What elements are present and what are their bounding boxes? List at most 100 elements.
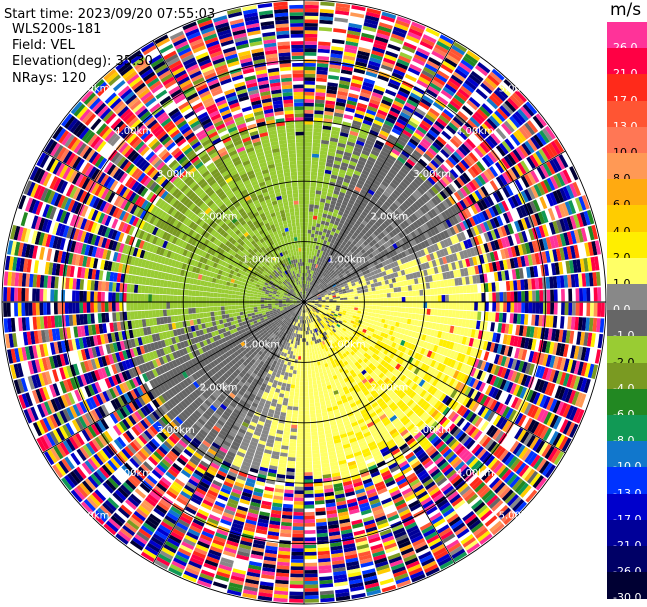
velocity-gate bbox=[383, 57, 396, 65]
velocity-gate bbox=[304, 12, 319, 17]
velocity-gate bbox=[560, 289, 565, 302]
velocity-gate bbox=[306, 254, 309, 259]
velocity-gate bbox=[360, 126, 370, 133]
velocity-gate bbox=[373, 192, 381, 200]
velocity-gate bbox=[289, 365, 294, 370]
velocity-gate bbox=[356, 207, 363, 214]
velocity-gate bbox=[389, 315, 394, 321]
velocity-gate bbox=[287, 376, 292, 381]
velocity-gate bbox=[361, 32, 375, 40]
velocity-gate bbox=[304, 233, 308, 237]
velocity-gate bbox=[317, 277, 321, 282]
velocity-gate bbox=[324, 103, 335, 109]
velocity-gate bbox=[307, 363, 311, 368]
velocity-gate bbox=[356, 106, 367, 113]
velocity-gate bbox=[377, 25, 392, 33]
velocity-gate bbox=[323, 225, 329, 230]
velocity-gate bbox=[491, 92, 504, 105]
velocity-gate bbox=[304, 287, 306, 292]
velocity-gate bbox=[399, 51, 413, 61]
velocity-gate bbox=[300, 359, 304, 364]
velocity-gate bbox=[329, 303, 333, 305]
velocity-gate bbox=[361, 298, 366, 302]
velocity-gate bbox=[349, 130, 359, 137]
velocity-gate bbox=[292, 351, 296, 356]
velocity-gate bbox=[304, 443, 312, 447]
velocity-gate bbox=[432, 101, 445, 112]
velocity-gate bbox=[327, 188, 334, 194]
velocity-gate bbox=[323, 176, 331, 182]
velocity-gate bbox=[288, 398, 294, 403]
velocity-gate bbox=[314, 496, 325, 502]
velocity-gate bbox=[304, 113, 314, 118]
velocity-gate bbox=[308, 258, 311, 263]
velocity-gate bbox=[568, 288, 573, 302]
velocity-gate bbox=[351, 123, 361, 130]
velocity-gate bbox=[335, 10, 350, 16]
velocity-gate bbox=[304, 501, 315, 505]
velocity-gate bbox=[307, 226, 312, 230]
velocity-gate bbox=[288, 449, 296, 454]
velocity-gate bbox=[503, 291, 507, 302]
velocity-gate bbox=[347, 137, 357, 144]
velocity-gate bbox=[452, 135, 463, 146]
velocity-gate bbox=[304, 450, 312, 455]
velocity-gate bbox=[382, 289, 387, 294]
velocity-gate bbox=[370, 53, 383, 61]
velocity-gate bbox=[304, 472, 313, 476]
velocity-gate bbox=[304, 222, 308, 226]
velocity-gate bbox=[338, 87, 349, 93]
velocity-gate bbox=[423, 66, 436, 76]
velocity-gate bbox=[361, 220, 368, 226]
velocity-gate bbox=[435, 73, 448, 83]
velocity-gate bbox=[298, 352, 302, 357]
velocity-gate bbox=[299, 338, 303, 342]
velocity-gate bbox=[311, 446, 320, 451]
velocity-gate bbox=[363, 116, 374, 123]
velocity-gate bbox=[405, 302, 410, 308]
velocity-gate bbox=[301, 356, 304, 360]
velocity-gate bbox=[466, 50, 481, 62]
velocity-gate bbox=[308, 281, 311, 285]
velocity-gate bbox=[385, 187, 393, 195]
velocity-gate bbox=[358, 304, 362, 308]
velocity-gate bbox=[348, 183, 356, 190]
velocity-gate bbox=[353, 288, 358, 292]
velocity-gate bbox=[287, 464, 296, 469]
velocity-gate bbox=[413, 110, 424, 120]
velocity-gate bbox=[420, 170, 430, 179]
velocity-gate bbox=[368, 305, 373, 310]
velocity-gate bbox=[299, 341, 302, 346]
velocity-gate bbox=[348, 211, 355, 218]
velocity-gate bbox=[304, 291, 306, 295]
velocity-gate bbox=[385, 140, 395, 148]
velocity-gate bbox=[336, 94, 348, 100]
velocity-gate bbox=[318, 253, 323, 258]
velocity-gate bbox=[492, 302, 497, 312]
velocity-gate bbox=[363, 314, 368, 319]
velocity-gate bbox=[373, 179, 381, 187]
velocity-gate bbox=[317, 249, 321, 254]
velocity-gate bbox=[318, 278, 323, 283]
velocity-gate bbox=[364, 232, 371, 238]
velocity-gate bbox=[410, 152, 420, 161]
velocity-gate bbox=[331, 130, 340, 136]
velocity-gate bbox=[314, 369, 319, 374]
velocity-gate bbox=[487, 74, 500, 87]
velocity-gate bbox=[448, 294, 453, 302]
velocity-gate bbox=[289, 435, 297, 440]
velocity-gate bbox=[350, 309, 355, 313]
velocity-gate bbox=[462, 285, 467, 294]
velocity-gate bbox=[305, 295, 307, 299]
velocity-gate bbox=[466, 285, 471, 294]
velocity-gate bbox=[448, 122, 459, 132]
velocity-gate bbox=[342, 212, 349, 218]
velocity-gate bbox=[426, 60, 440, 70]
velocity-gate bbox=[326, 85, 338, 91]
velocity-gate bbox=[315, 372, 320, 378]
velocity-gate bbox=[306, 352, 310, 357]
velocity-gate bbox=[336, 146, 345, 152]
velocity-gate bbox=[340, 128, 350, 134]
velocity-gate bbox=[389, 168, 398, 176]
velocity-gate bbox=[419, 40, 434, 50]
